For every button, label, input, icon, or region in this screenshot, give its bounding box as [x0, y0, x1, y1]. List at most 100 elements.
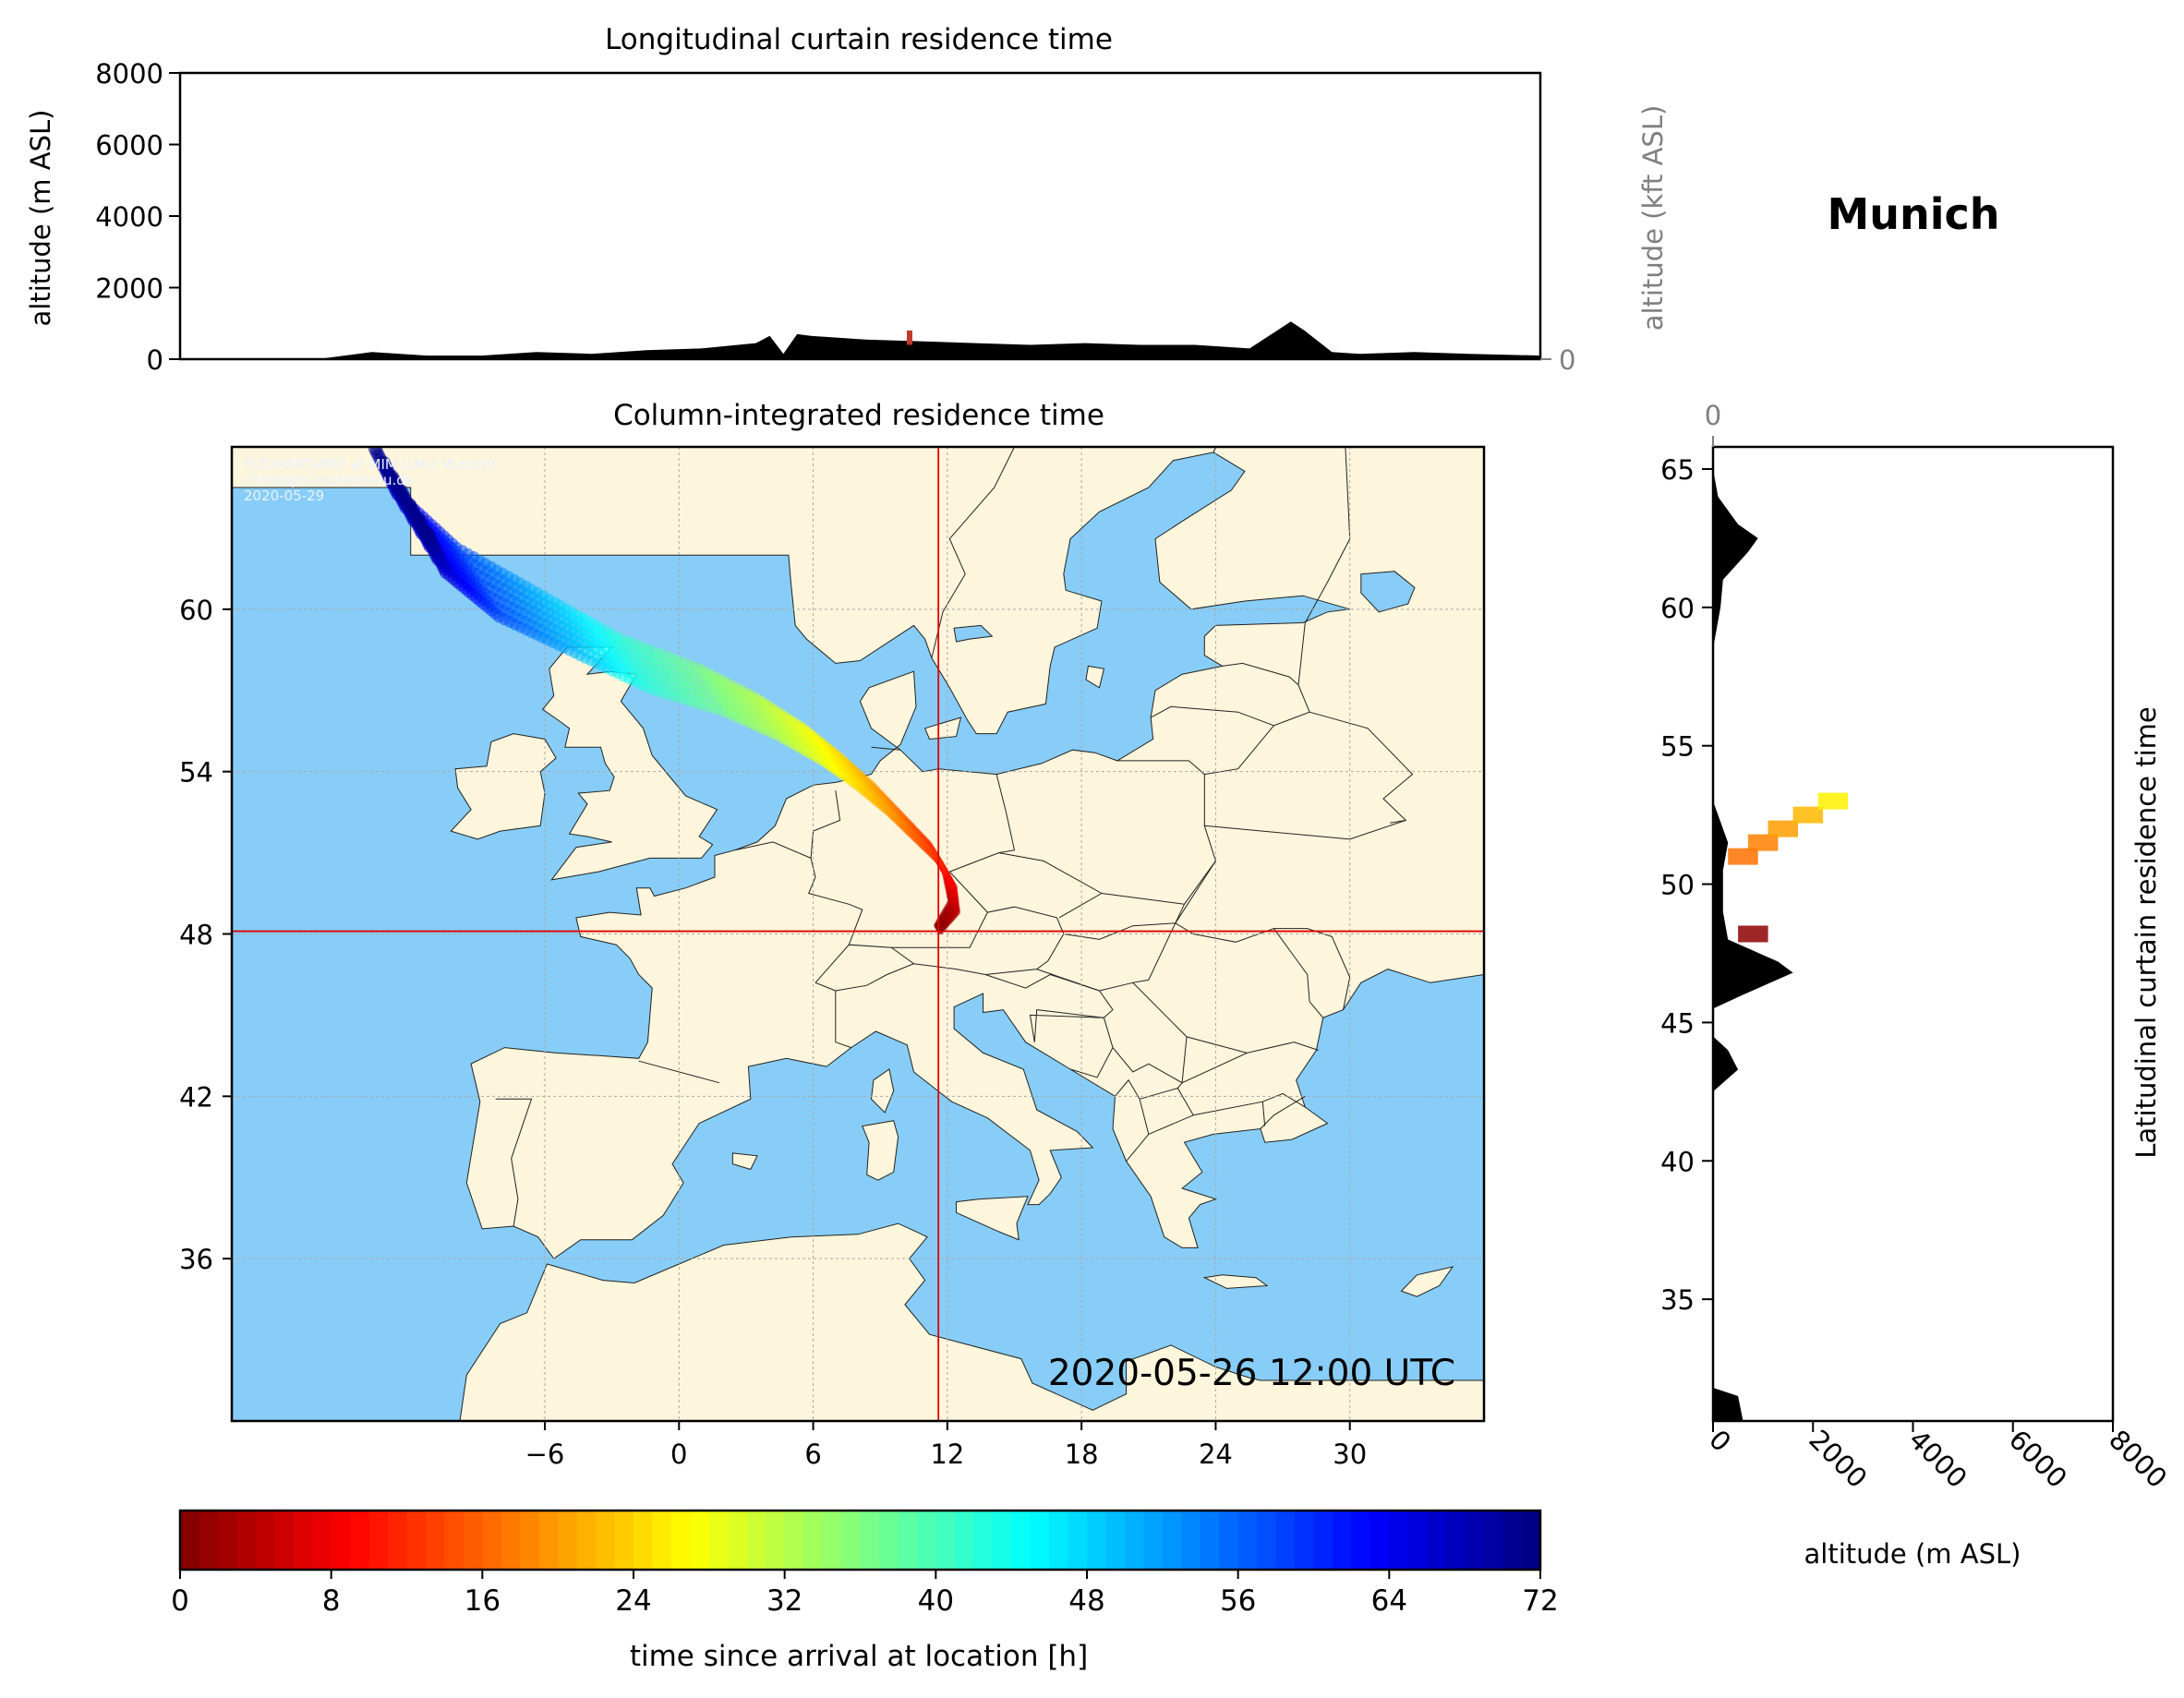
- latitudinal-y-tick-label: 45: [1660, 1007, 1695, 1039]
- map-y-tick-label: 42: [179, 1081, 213, 1113]
- country-border: [734, 841, 863, 945]
- latitudinal-x-tick-label: 8000: [2103, 1424, 2173, 1494]
- longitudinal-ylabel-right: altitude (kft ASL): [1637, 105, 1669, 331]
- map-timestamp: 2020-05-26 12:00 UTC: [1048, 1353, 1455, 1394]
- colorbar-cell: [1143, 1511, 1164, 1570]
- country-border: [984, 973, 1114, 1042]
- latitudinal-x-tick-label: 4000: [1903, 1424, 1973, 1494]
- country-border: [1112, 1036, 1188, 1084]
- landmass-corsica: [870, 1068, 895, 1114]
- country-border: [998, 852, 1103, 919]
- colorbar-tick-label: 56: [1220, 1584, 1256, 1618]
- landmass-ireland: [450, 733, 557, 840]
- latitudinal-residence-cell: [1792, 806, 1824, 824]
- plume-cell: [368, 447, 382, 456]
- longitudinal-y-tick-label: 8000: [95, 58, 163, 90]
- colorbar-cell: [199, 1511, 219, 1570]
- colorbar-cell: [1465, 1511, 1485, 1570]
- map-y-ticks: 36 42 48 54 60: [179, 595, 232, 1275]
- colorbar-cell: [1181, 1511, 1201, 1570]
- colorbar-cell: [1502, 1511, 1523, 1570]
- colorbar-cell: [1313, 1511, 1333, 1570]
- longitudinal-y-ticks: 0 2000 4000 6000 8000: [95, 58, 180, 376]
- landmass-zealand: [923, 717, 962, 741]
- colorbar-cell: [1219, 1511, 1239, 1570]
- station-name: Munich: [1827, 189, 1999, 239]
- colorbar-cell: [916, 1511, 936, 1570]
- longitudinal-ylabel: altitude (m ASL): [25, 110, 56, 327]
- latitudinal-frame: [1711, 445, 2115, 1423]
- plume-cell: [385, 470, 400, 484]
- colorbar-cell: [1011, 1511, 1032, 1570]
- colorbar-cell: [576, 1511, 597, 1570]
- map-x-tick-label: −6: [525, 1439, 565, 1470]
- latitudinal-residence-cell: [1728, 848, 1758, 865]
- colorbar-cell: [1087, 1511, 1107, 1570]
- longitudinal-residence-mark: [906, 331, 912, 345]
- latitudinal-xlabel: altitude (m ASL): [1804, 1538, 2021, 1570]
- colorbar-cell: [784, 1511, 804, 1570]
- colorbar-cell: [255, 1511, 275, 1570]
- map-x-tick-label: 18: [1065, 1439, 1099, 1470]
- colorbar-frame: [178, 1509, 1542, 1572]
- latitudinal-y-tick-label: 40: [1660, 1146, 1695, 1177]
- landmass-gotland: [1085, 665, 1105, 689]
- colorbar-cell: [538, 1511, 559, 1570]
- colorbar-cell: [614, 1511, 634, 1570]
- latitudinal-residence-cell: [1738, 925, 1768, 943]
- colorbar-label: time since arrival at location [h]: [630, 1640, 1088, 1673]
- colorbar-cell: [822, 1511, 842, 1570]
- colorbar-cell: [954, 1511, 974, 1570]
- colorbar-cell: [878, 1511, 899, 1570]
- landmass-cyprus: [1400, 1266, 1454, 1297]
- latitudinal-x-ticks: 0 2000 4000 6000 8000: [1703, 1421, 2173, 1494]
- latitudinal-top-ticks: 050100: [1705, 400, 1721, 447]
- colorbar-cell: [1237, 1511, 1258, 1570]
- colorbar-cell: [1200, 1511, 1220, 1570]
- country-border: [810, 790, 841, 859]
- map-x-tick-label: 30: [1333, 1439, 1367, 1470]
- map-lake: [1360, 571, 1416, 613]
- country-border: [948, 774, 1016, 913]
- landmass-crete: [1202, 1274, 1269, 1289]
- colorbar-tick-label: 32: [766, 1584, 802, 1618]
- colorbar-cell: [596, 1511, 616, 1570]
- colorbar-cell: [860, 1511, 880, 1570]
- colorbar-cell: [558, 1511, 578, 1570]
- colorbar-cell: [1257, 1511, 1277, 1570]
- longitudinal-terrain-profile: [180, 321, 1540, 359]
- colorbar-cell: [406, 1511, 427, 1570]
- residence-plume: [368, 447, 961, 935]
- latitudinal-title: Latitudinal curtain residence time: [2130, 706, 2162, 1159]
- latitudinal-terrain-profile: [1713, 468, 1793, 1421]
- colorbar-panel: 0 8 16 24 32 40 48 56 64 72 time since arrival at…: [171, 1509, 1559, 1673]
- colorbar-cell: [935, 1511, 956, 1570]
- map-x-ticks: −6 0 6 12 18 24 30: [525, 1421, 1367, 1470]
- longitudinal-y-tick-label: 2000: [95, 273, 163, 305]
- colorbar-cell: [690, 1511, 710, 1570]
- longitudinal-right-ticks: 050100: [1540, 344, 1575, 376]
- country-border: [1260, 1095, 1306, 1129]
- country-border: [814, 981, 851, 1049]
- plume-cell: [403, 498, 417, 512]
- colorbar-cell: [217, 1511, 237, 1570]
- colorbar-cell: [1370, 1511, 1390, 1570]
- colorbar-cell: [1275, 1511, 1296, 1570]
- country-border: [1273, 928, 1310, 1002]
- plume-cell: [377, 455, 391, 470]
- country-border: [1033, 1009, 1114, 1078]
- map-country-borders: [495, 447, 1414, 1227]
- colorbar-cell: [1407, 1511, 1428, 1570]
- colorbar-cell: [992, 1511, 1012, 1570]
- plume-cell: [394, 484, 408, 498]
- longitudinal-right-tick-label: 0: [1559, 344, 1575, 376]
- latitudinal-top-tick-label: 0: [1705, 400, 1721, 431]
- country-border: [1176, 1052, 1248, 1089]
- country-border: [495, 1098, 533, 1227]
- country-border: [1063, 893, 1186, 940]
- latitudinal-residence-cell: [1817, 792, 1849, 810]
- country-border: [871, 746, 901, 751]
- map-x-tick-label: 0: [670, 1439, 687, 1470]
- colorbar-cell: [1483, 1511, 1503, 1570]
- colorbar-cell: [1295, 1511, 1315, 1570]
